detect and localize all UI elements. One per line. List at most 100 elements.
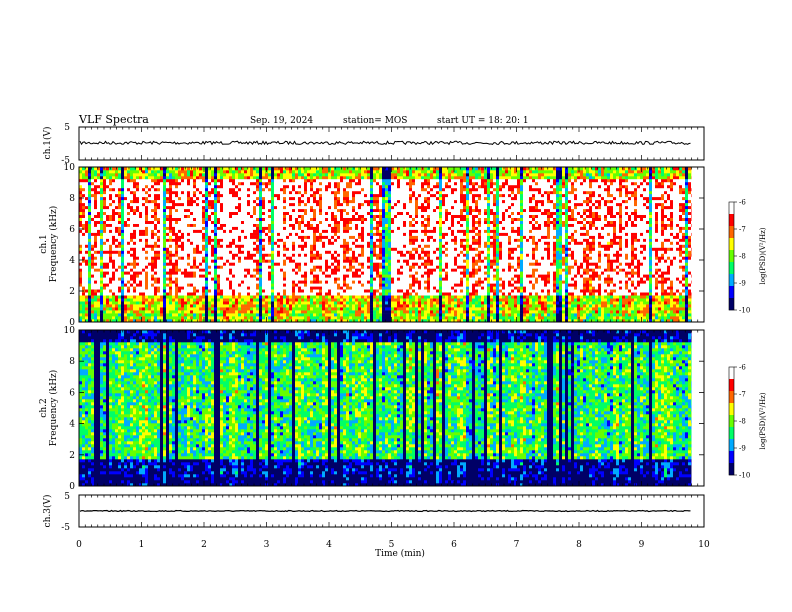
spectrogram-cell [97, 212, 100, 215]
spectrogram-cell [175, 304, 178, 307]
spectrogram-cell [184, 307, 187, 310]
spectrogram-cell [142, 313, 145, 316]
spectrogram-cell [139, 277, 142, 280]
spectrogram-cell [148, 188, 151, 191]
spectrogram-cell [163, 197, 166, 200]
spectrogram-cell [151, 304, 154, 307]
spectrogram-cell [115, 262, 118, 265]
spectrogram-cell [145, 242, 148, 245]
spectrogram-cell [190, 262, 193, 265]
spectrogram-cell [181, 194, 184, 197]
spectrogram-cell [115, 268, 118, 271]
spectrogram-cell [187, 271, 190, 274]
spectrogram-cell [151, 259, 154, 262]
spectrogram-cell [184, 233, 187, 236]
spectrogram-cell [172, 227, 175, 230]
spectrogram-cell [97, 274, 100, 277]
spectrogram-cell [169, 239, 172, 242]
spectrogram-cell [157, 265, 160, 268]
spectrogram-cell [109, 218, 112, 221]
spectrogram-cell [94, 248, 97, 251]
spectrogram-cell [154, 292, 157, 295]
spectrogram-cell [109, 259, 112, 262]
spectrogram-cell [127, 268, 130, 271]
spectrogram-cell [145, 280, 148, 283]
spectrogram-cell [124, 224, 127, 227]
spectrogram-cell [103, 298, 106, 301]
spectrogram-cell [154, 310, 157, 313]
spectrogram-cell [91, 274, 94, 277]
spectrogram-cell [100, 248, 103, 251]
spectrogram-cell [118, 224, 121, 227]
spectrogram-cell [142, 182, 145, 185]
spectrogram-cell [181, 209, 184, 212]
spectrogram-cell [115, 185, 118, 188]
spectrogram-cell [136, 274, 139, 277]
spectrogram-cell [130, 224, 133, 227]
spectrogram-cell [145, 197, 148, 200]
spectrogram-cell [172, 310, 175, 313]
spectrogram-cell [127, 283, 130, 286]
spectrogram-cell [133, 256, 136, 259]
spectrogram-cell [121, 185, 124, 188]
spectrogram-cell [142, 265, 145, 268]
spectrogram-cell [106, 256, 109, 259]
spectrogram-cell [148, 215, 151, 218]
spectrogram-cell [142, 286, 145, 289]
spectrogram-cell [118, 307, 121, 310]
spectrogram-cell [175, 233, 178, 236]
spectrogram-cell [154, 295, 157, 298]
spectrogram-cell [184, 191, 187, 194]
spectrogram-cell [133, 268, 136, 271]
spectrogram-cell [133, 298, 136, 301]
spectrogram-cell [109, 313, 112, 316]
spectrogram-cell [94, 289, 97, 292]
spectrogram-cell [139, 286, 142, 289]
spectrogram-cell [142, 239, 145, 242]
spectrogram-cell [82, 236, 85, 239]
spectrogram-cell [82, 268, 85, 271]
spectrogram-cell [82, 218, 85, 221]
spectrogram-cell [157, 283, 160, 286]
spectrogram-cell [163, 239, 166, 242]
spectrogram-cell [91, 173, 94, 176]
spectrogram-cell [169, 230, 172, 233]
spectrogram-cell [175, 200, 178, 203]
spectrogram-cell [121, 295, 124, 298]
spectrogram-cell [175, 251, 178, 254]
spectrogram-cell [181, 200, 184, 203]
spectrogram-cell [118, 265, 121, 268]
spectrogram-cell [187, 262, 190, 265]
spectrogram-cell [166, 262, 169, 265]
spectrogram-cell [184, 292, 187, 295]
spectrogram-cell [139, 268, 142, 271]
spectrogram-cell [88, 274, 91, 277]
spectrogram-cell [100, 265, 103, 268]
spectrogram-cell [187, 277, 190, 280]
spectrogram-cell [145, 200, 148, 203]
spectrogram-cell [106, 274, 109, 277]
spectrogram-cell [97, 206, 100, 209]
spectrogram-cell [88, 304, 91, 307]
spectrogram-cell [112, 289, 115, 292]
spectrogram-cell [112, 251, 115, 254]
spectrogram-cell [166, 245, 169, 248]
spectrogram-cell [124, 316, 127, 319]
spectrogram-cell [178, 212, 181, 215]
spectrogram-cell [184, 221, 187, 224]
spectrogram-cell [88, 292, 91, 295]
spectrogram-cell [94, 173, 97, 176]
spectrogram-cell [163, 262, 166, 265]
spectrogram-cell [115, 233, 118, 236]
spectrogram-cell [127, 239, 130, 242]
spectrogram-cell [130, 197, 133, 200]
spectrogram-cell [88, 194, 91, 197]
spectrogram-cell [169, 215, 172, 218]
spectrogram-cell [187, 227, 190, 230]
spectrogram-cell [166, 218, 169, 221]
spectrogram-cell [172, 212, 175, 215]
spectrogram-cell [112, 242, 115, 245]
spectrogram-cell [190, 316, 193, 319]
spectrogram-cell [169, 286, 172, 289]
spectrogram-cell [112, 194, 115, 197]
